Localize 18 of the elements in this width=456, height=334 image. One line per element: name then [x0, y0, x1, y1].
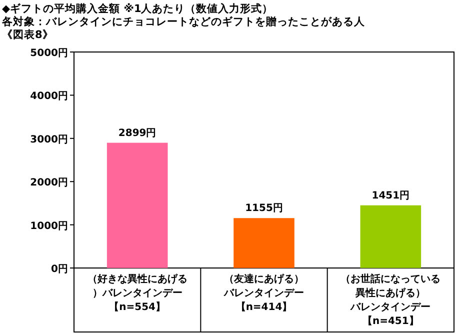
x-tick-label: （お世話になっている異性にあげる）バレンタインデー【n=451】 [340, 273, 441, 327]
x-tick-label: （好きな異性にあげる）バレンタインデー【n=554】 [87, 273, 188, 313]
y-tick-label: 0円 [51, 264, 68, 275]
bar [234, 218, 294, 268]
data-label: 1451円 [372, 190, 410, 202]
bar [360, 205, 422, 268]
x-tick-label: （友達にあげる）バレンタインデー【n=414】 [223, 273, 304, 313]
y-tick-label: 1000円 [30, 220, 68, 232]
bar [106, 142, 168, 268]
data-label: 2899円 [118, 128, 156, 139]
y-tick-label: 5000円 [30, 48, 68, 59]
chart-title: ◆ギフトの平均購入金額 ※1人あたり（数値入力形式） [2, 2, 274, 15]
text: 《図表8》 [2, 28, 54, 41]
y-tick-label: 4000円 [30, 91, 68, 102]
chart-subtitle: 各対象：バレンタインにチョコレートなどのギフトを贈ったことがある人 [1, 15, 366, 28]
data-label: 1155円 [245, 203, 283, 214]
y-tick-label: 3000円 [30, 134, 68, 146]
y-tick-label: 2000円 [30, 178, 68, 189]
